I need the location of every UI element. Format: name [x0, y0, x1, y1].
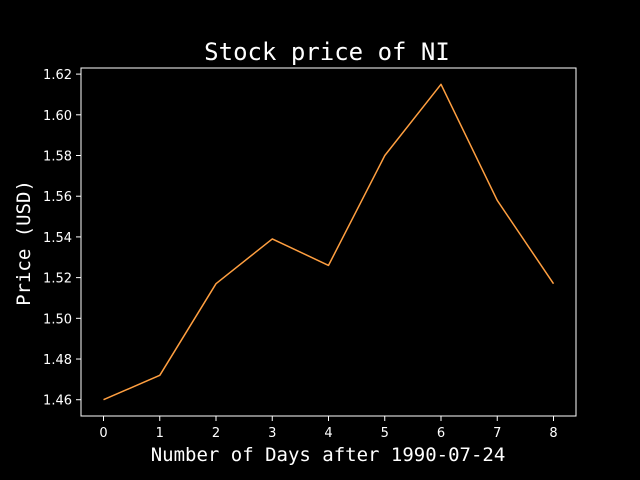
- y-tick-label: 1.58: [43, 150, 72, 165]
- y-tick-label: 1.50: [43, 312, 72, 327]
- y-tick-label: 1.48: [43, 353, 72, 368]
- x-tick-label: 8: [549, 426, 557, 441]
- x-tick-label: 0: [99, 426, 107, 441]
- x-tick-label: 7: [493, 426, 501, 441]
- x-axis-label: Number of Days after 1990-07-24: [151, 444, 506, 466]
- x-tick-label: 4: [324, 426, 332, 441]
- x-tick-label: 5: [381, 426, 389, 441]
- x-tick-label: 1: [156, 426, 164, 441]
- plot-area: 0 1 2 3 4 5 6 7 8 1.46 1.48 1.50 1.52 1.54 1.56 1.58 1.6…: [43, 67, 577, 441]
- series-line: [103, 83, 555, 401]
- x-tick-label: 3: [268, 426, 276, 441]
- y-tick-label: 1.60: [43, 109, 72, 124]
- y-tick-label: 1.62: [43, 68, 72, 83]
- y-tick-label: 1.46: [43, 394, 72, 409]
- y-tick-label: 1.56: [43, 190, 72, 205]
- chart-title: Stock price of NI: [204, 38, 450, 66]
- x-tick-label: 6: [437, 426, 445, 441]
- x-tick-label: 2: [212, 426, 220, 441]
- y-tick-label: 1.54: [43, 231, 72, 246]
- y-axis-label: Price (USD): [13, 180, 35, 306]
- y-tick-label: 1.52: [43, 272, 72, 287]
